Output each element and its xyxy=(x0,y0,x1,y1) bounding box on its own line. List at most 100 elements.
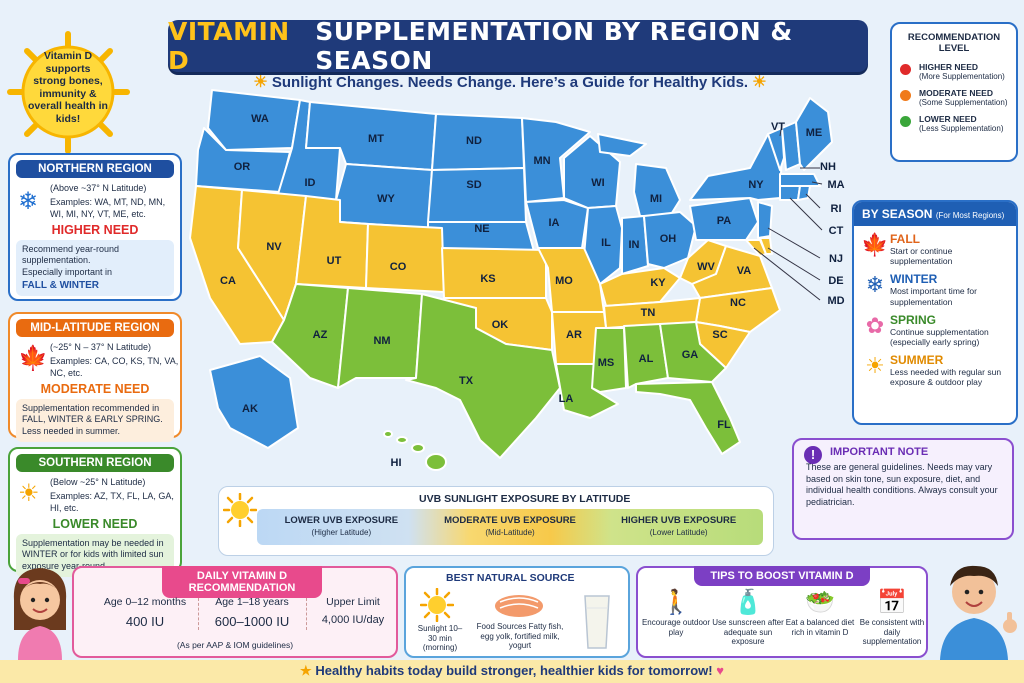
daily-label: Upper Limit xyxy=(326,596,380,608)
state-in xyxy=(621,215,649,275)
note-body: These are general guidelines. Needs may … xyxy=(806,462,998,508)
state-label-ut: UT xyxy=(327,255,342,267)
state-label-id: ID xyxy=(305,177,316,189)
natural-sunlight: Sunlight 10–30 min (morning) xyxy=(417,624,463,653)
southern-examples: Examples: AZ, TX, FL, LA, GA, HI, etc. xyxy=(50,491,174,513)
tips-title: TIPS TO BOOST VITAMIN D xyxy=(694,566,870,586)
mid-examples: Examples: CA, CO, KS, TN, VA, NC, etc. xyxy=(50,356,179,378)
us-map: WA OR ID MT WY ND SD NE MN IA WI MI IL IN OH PA NY VT ME NH… xyxy=(189,89,845,471)
daily-title: DAILY VITAMIN D RECOMMENDATION xyxy=(162,566,322,598)
state-label-nc: NC xyxy=(730,297,746,309)
season-desc: Start or continue supplementation xyxy=(890,246,953,267)
mid-desc: Supplementation recommended in FALL, WIN… xyxy=(16,398,174,442)
state-label-nd: ND xyxy=(466,135,482,147)
heart-icon: ♥ xyxy=(716,663,724,678)
daily-divider xyxy=(306,598,307,630)
state-label-az: AZ xyxy=(313,329,328,341)
state-me xyxy=(795,97,833,171)
state-label-me: ME xyxy=(806,127,823,139)
sun-icon xyxy=(223,493,257,527)
season-desc: Less needed with regular sun exposure & … xyxy=(890,367,1002,388)
season-item-spring: ✿ SPRING Continue supplementation (especi… xyxy=(860,313,1010,347)
tip-balanced-diet: 🥗 Eat a balanced diet rich in vitamin D xyxy=(784,588,856,637)
important-note: ! IMPORTANT NOTE These are general guide… xyxy=(792,438,1014,540)
state-label-ri: RI xyxy=(831,203,842,215)
legend-desc: (Some Supplementation) xyxy=(919,97,1008,107)
state-tx xyxy=(405,293,561,459)
title-text: SUPPLEMENTATION BY REGION & SEASON xyxy=(315,17,793,75)
state-nm xyxy=(337,287,423,389)
flower-icon: ✿ xyxy=(865,312,885,338)
daily-footnote: (As per AAP & IOM guidelines) xyxy=(176,640,294,650)
subtitle: Sunlight Changes. Needs Change. Here’s a… xyxy=(271,74,749,91)
state-ct xyxy=(779,185,801,201)
state-co xyxy=(365,223,445,293)
state-ms xyxy=(591,327,627,393)
daily-value: 600–1000 IU xyxy=(214,614,290,629)
state-ga xyxy=(659,321,727,383)
state-label-tx: TX xyxy=(459,375,474,387)
mid-need: MODERATE NEED xyxy=(40,381,150,396)
legend-item-lower: LOWER NEED (Less Supplementation) xyxy=(900,114,1010,133)
legend-item-higher: HIGHER NEED (More Supplementation) xyxy=(900,62,1010,81)
state-wa xyxy=(207,89,301,151)
state-label-va: VA xyxy=(737,265,752,277)
daily-recommendation-panel: DAILY VITAMIN D RECOMMENDATION Age 0–12 … xyxy=(72,566,398,658)
daily-value: 400 IU xyxy=(125,614,165,629)
salmon-icon xyxy=(495,595,543,617)
daily-divider xyxy=(198,598,199,630)
daily-label: Age 1–18 years xyxy=(215,596,289,608)
state-label-al: AL xyxy=(639,353,654,365)
state-mi-up xyxy=(597,133,647,157)
state-label-nj: NJ xyxy=(829,253,843,265)
tips-panel: TIPS TO BOOST VITAMIN D 🚶 Encourage outd… xyxy=(636,566,928,658)
state-nj xyxy=(757,201,773,239)
state-label-mo: MO xyxy=(555,275,573,287)
uvb-segment-label: LOWER UVB EXPOSURE xyxy=(284,515,399,526)
state-ia xyxy=(525,199,589,249)
boy-illustration-icon xyxy=(940,565,1017,660)
legend-label: MODERATE NEED xyxy=(919,87,993,98)
state-label-pa: PA xyxy=(717,215,732,227)
season-item-fall: 🍁 FALL Start or continue supplementation xyxy=(860,232,1010,266)
state-label-ct: CT xyxy=(829,225,844,237)
northern-desc-line: Especially important in xyxy=(22,267,113,278)
tip-text: Use sunscreen after adequate sun exposur… xyxy=(712,618,784,647)
northern-desc-emphasis: FALL & WINTER xyxy=(22,279,100,291)
northern-need: HIGHER NEED xyxy=(51,222,139,237)
season-name: SUMMER xyxy=(890,353,944,368)
uvb-segment-label: MODERATE UVB EXPOSURE xyxy=(444,515,576,526)
state-label-in: IN xyxy=(629,239,640,251)
state-label-mt: MT xyxy=(368,133,384,145)
southern-region-title: SOUTHERN REGION xyxy=(16,454,174,472)
state-label-wy: WY xyxy=(377,193,395,205)
state-label-tn: TN xyxy=(641,307,656,319)
state-label-sc: SC xyxy=(712,329,727,341)
state-al xyxy=(623,323,669,389)
subtitle-row: ☀ Sunlight Changes. Needs Change. Here’s… xyxy=(250,72,770,92)
girl-illustration-icon xyxy=(13,568,67,660)
mid-region-title: MID-LATITUDE REGION xyxy=(16,319,174,337)
sun-icon: ☀ xyxy=(253,74,268,91)
note-title: IMPORTANT NOTE xyxy=(830,446,929,458)
recommendation-legend: RECOMMENDATION LEVEL HIGHER NEED (More Su… xyxy=(890,22,1018,162)
season-title-note: (For Most Regions) xyxy=(935,211,1005,220)
milk-glass-icon xyxy=(584,595,610,649)
legend-title: RECOMMENDATION LEVEL xyxy=(907,32,1001,55)
snowflake-icon: ❄ xyxy=(18,188,39,215)
footer-text: Healthy habits today build stronger, hea… xyxy=(315,663,713,678)
northern-desc: Recommend year-round supplementation. Es… xyxy=(16,239,174,296)
state-label-nh: NH xyxy=(820,161,836,173)
star-icon: ★ xyxy=(300,663,312,678)
uvb-segment-sub: (Higher Latitude) xyxy=(311,528,372,537)
uvb-segment-sub: (Lower Latitude) xyxy=(649,528,708,537)
season-name: SPRING xyxy=(890,312,937,327)
exclamation-icon: ! xyxy=(804,446,822,464)
northern-latitude: (Above ~37° N Latitude) xyxy=(50,183,147,193)
uvb-segment-label: HIGHER UVB EXPOSURE xyxy=(621,515,737,526)
sun-icon: ☀ xyxy=(865,353,885,379)
state-hi-isle xyxy=(383,430,393,438)
state-label-ar: AR xyxy=(566,329,582,341)
tip-outdoor-play: 🚶 Encourage outdoor play xyxy=(640,588,712,637)
northern-region-title: NORTHERN REGION xyxy=(16,160,174,178)
